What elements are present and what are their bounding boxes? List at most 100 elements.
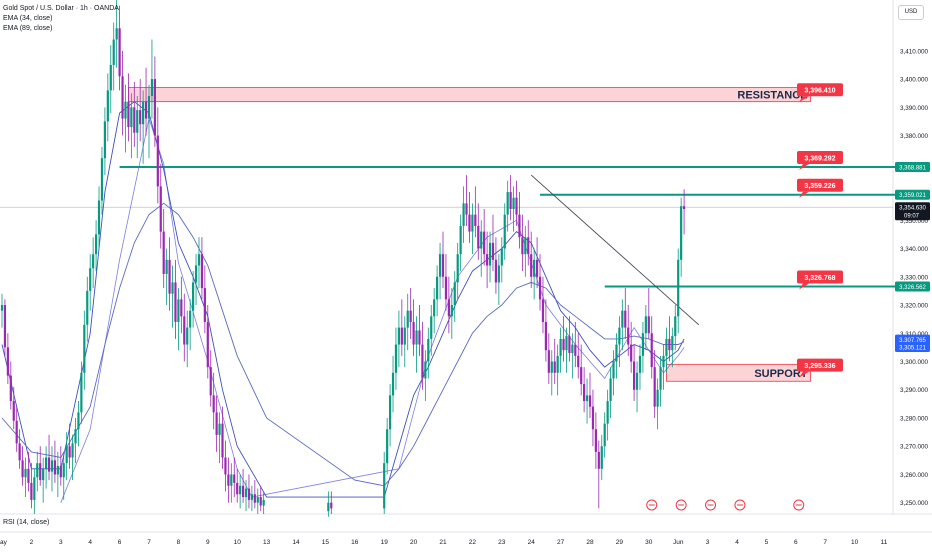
axis-label-text: 3,305.121 [899,345,926,351]
candle-body [497,265,500,283]
candle-body [656,389,659,407]
candle-body [668,338,671,351]
symbol-title[interactable]: Gold Spot / U.S. Dollar · 1h · OANDA [3,5,119,12]
value-tag-box [797,150,843,164]
candle-body [186,327,189,345]
value-tag-box [797,83,843,97]
y-tick-label: 3,280.000 [900,415,929,422]
candle-body [330,502,333,509]
candle-body [530,254,533,277]
x-tick-label: 11 [881,539,888,546]
candle-body [197,254,201,266]
value-tag-box [797,270,843,284]
x-tick-label: 14 [292,539,300,546]
candle-body [597,451,600,469]
candle-body [33,477,36,500]
candle-body [527,237,530,255]
x-tick-label: Jun [673,539,684,546]
candle-body [568,336,571,354]
candle-body [388,395,392,430]
currency-button[interactable]: USD [898,5,924,20]
candle-body [659,367,662,390]
line-3368-value-tag: 3,369.292 [797,150,843,170]
y-tick-label: 3,410.000 [900,48,929,55]
x-tick-label: 19 [381,539,389,546]
candle-body [506,192,509,215]
value-tag-text: 3,326.768 [804,275,835,282]
candle-body [594,429,597,452]
candle-body [239,485,242,495]
x-tick-label: 4 [88,539,92,546]
candle-body [174,282,177,322]
y-tick-label: 3,350.000 [900,218,929,225]
value-tag-text: 3,359.226 [804,183,835,190]
candle-body [591,406,595,430]
axis-price-label: 3,354.630 09:07 [895,202,930,221]
candle-body [524,237,527,255]
y-tick-label: 3,400.000 [900,77,929,84]
candle-body [494,259,498,283]
candle-body [650,333,653,368]
x-tick-label: 23 [498,539,506,546]
candle-body [221,423,224,458]
candle-body [412,321,415,345]
candle-body [139,110,142,125]
candle-body [641,333,645,356]
line-3326-value-tag: 3,326.768 [797,270,843,290]
candle-body [583,384,586,402]
candle-body [556,355,559,373]
candle-body [386,429,389,464]
candle-body [97,200,101,235]
candle-body [544,321,547,351]
ema-34-label[interactable]: EMA (34, close) [3,15,53,22]
axis-label-text: 3,307.765 [899,338,926,344]
candle-body [547,350,550,373]
candle-body [106,90,109,122]
candle-body [394,344,398,373]
candle-body [480,231,483,249]
x-tick-label: 6 [118,539,122,546]
candle-body [230,474,233,486]
x-tick-label: 3 [59,539,63,546]
support-value-tag: 3,295.336 [797,358,843,378]
x-tick-label: 24 [528,539,536,546]
candle-body [638,355,642,373]
candle-body [156,135,159,187]
ema-89-label[interactable]: EMA (89, close) [3,25,53,32]
candle-body [488,242,492,266]
candle-body [571,344,574,354]
candle-body [574,344,577,356]
candle-body [491,242,495,260]
candle-body [253,494,256,503]
resistance-label: RESISTANCE [737,90,807,102]
candle-body [424,361,427,379]
candle-body [585,395,589,402]
rsi-indicator-label[interactable]: RSI (14, close) [3,519,50,526]
candle-body [115,28,118,40]
candle-body [468,214,471,232]
candle-body [227,474,230,486]
candle-body [192,282,195,311]
candle-body [0,305,4,311]
trendline [530,174,700,326]
candle-body [550,361,553,373]
candle-body [447,299,450,317]
y-tick-label: 3,320.000 [900,303,929,310]
candle-body [247,488,251,500]
value-tag-text: 3,369.292 [804,155,835,162]
candle-body [653,367,656,407]
x-tick-label: ay [0,539,8,546]
candle-body [45,457,48,469]
y-tick-label: 3,270.000 [900,444,929,451]
candle-body [112,39,115,65]
candle-body [400,327,403,345]
candle-body [206,321,209,368]
candle-body [71,443,74,458]
candle-body [180,299,183,317]
support-label: SUPPORT [754,368,807,380]
axis-label-box [895,189,930,200]
candle-body [553,361,556,373]
candle-body [397,327,400,345]
